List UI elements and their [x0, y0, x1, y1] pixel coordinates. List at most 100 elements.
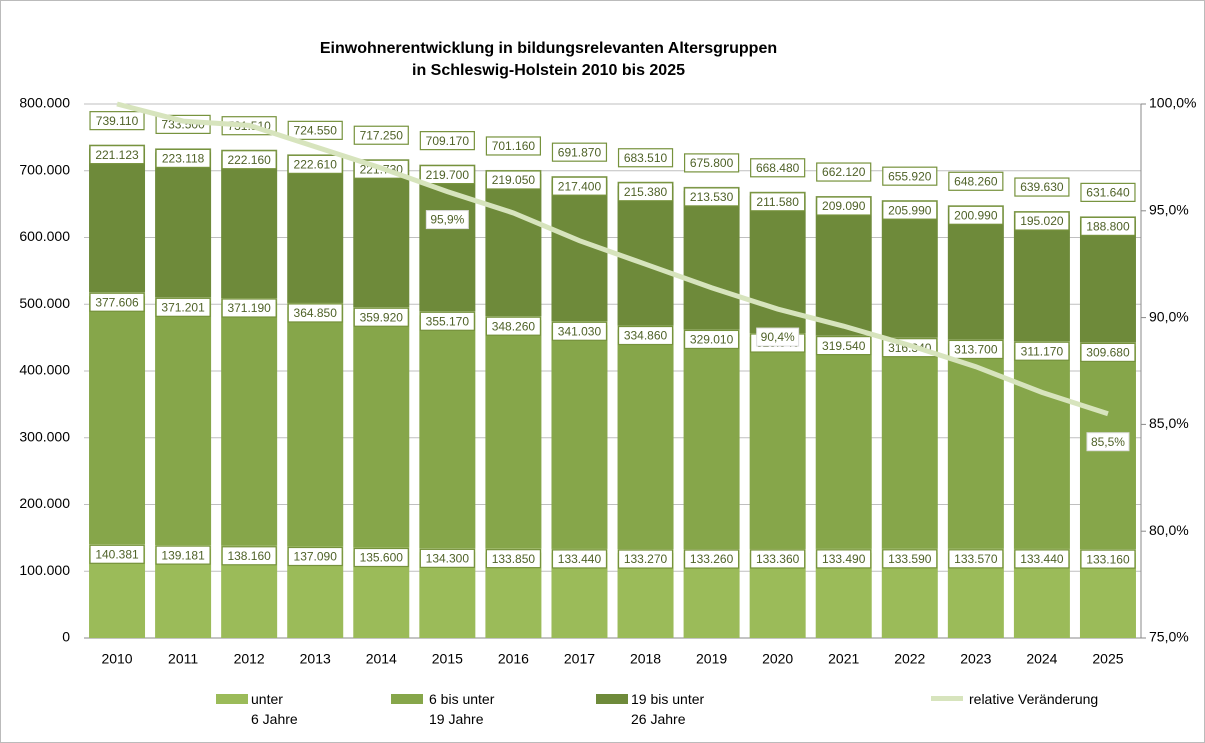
data-label: 222.610: [294, 158, 338, 172]
total-box: [551, 142, 608, 162]
data-label: 133.590: [888, 552, 932, 566]
total-label: 668.480: [756, 161, 800, 175]
bar-segment: [155, 148, 212, 298]
y2-tick-label: 90,0%: [1149, 308, 1189, 324]
label-box: [155, 148, 211, 168]
data-label: 137.090: [294, 550, 338, 564]
bar-segment: [815, 335, 872, 549]
y2-tick-label: 80,0%: [1149, 522, 1189, 538]
label-box: [683, 329, 740, 350]
label-box: [221, 298, 277, 318]
y-tick-label: 0: [62, 629, 70, 645]
legend-label: 6 bis unter 19 Jahre: [429, 691, 495, 727]
data-label: 223.118: [162, 152, 205, 166]
label-box: [419, 548, 475, 568]
data-label: 371.190: [227, 301, 271, 315]
label-box: [683, 187, 740, 207]
data-label: 364.850: [294, 306, 338, 320]
data-label: 188.800: [1086, 220, 1130, 234]
label-box: [155, 297, 211, 317]
total-box: [89, 111, 145, 131]
data-label: 138.160: [227, 549, 271, 563]
data-label: 209.090: [822, 199, 866, 213]
data-label: 313.700: [954, 343, 998, 357]
x-tick-label: 2017: [564, 651, 595, 667]
bar-segment: [881, 200, 938, 338]
label-box: [1014, 549, 1070, 569]
bar-segment: [1079, 216, 1136, 343]
total-label: 639.630: [1020, 180, 1064, 194]
total-box: [816, 162, 872, 182]
label-box: [816, 336, 872, 356]
data-label: 348.260: [492, 319, 536, 333]
label-box: [1080, 216, 1136, 236]
bar-segment: [683, 329, 740, 550]
legend-swatch: [596, 694, 628, 704]
total-box: [1080, 182, 1136, 202]
x-tick-label: 2022: [894, 651, 925, 667]
total-label: 648.260: [954, 174, 998, 188]
bar-segment: [221, 298, 278, 546]
label-box: [551, 321, 608, 341]
label-box: [485, 549, 542, 569]
legend-label: 19 bis unter 26 Jahre: [631, 691, 705, 727]
data-label: 355.170: [426, 314, 470, 328]
data-label: 133.270: [624, 552, 668, 566]
x-tick-label: 2018: [630, 651, 661, 667]
label-box: [551, 176, 608, 196]
data-label: 211.580: [756, 195, 799, 209]
label-box: [353, 547, 409, 568]
bar-segment: [881, 337, 938, 549]
data-label: 359.920: [360, 310, 404, 324]
data-label: 133.570: [954, 552, 998, 566]
data-label: 134.300: [426, 552, 470, 566]
bar-segment: [89, 292, 146, 545]
bar-segment: [485, 316, 542, 549]
total-box: [683, 153, 740, 173]
label-box: [551, 549, 608, 569]
total-label: 701.160: [492, 139, 536, 153]
y-tick-label: 300.000: [19, 428, 70, 444]
y2-tick-label: 85,0%: [1149, 415, 1189, 431]
total-label: 717.250: [360, 128, 404, 142]
bar-segment: [1013, 341, 1070, 549]
bar-segment: [155, 297, 212, 546]
total-label: 739.110: [96, 114, 139, 128]
bar-segment: [815, 196, 872, 336]
total-label: 709.170: [426, 134, 470, 148]
bar-segment: [749, 333, 806, 549]
y-tick-label: 200.000: [19, 495, 70, 511]
label-box: [1080, 342, 1136, 363]
x-tick-label: 2013: [300, 651, 331, 667]
total-box: [485, 136, 542, 156]
label-box: [948, 339, 1004, 360]
total-box: [882, 166, 938, 186]
data-label: 135.600: [360, 551, 404, 565]
data-label: 205.990: [888, 203, 932, 217]
y-tick-label: 700.000: [19, 161, 70, 177]
label-box: [683, 549, 740, 569]
bar-segment: [353, 307, 410, 548]
data-label: 133.850: [492, 552, 536, 566]
y-tick-label: 800.000: [19, 95, 70, 111]
label-box: [948, 549, 1004, 569]
x-tick-label: 2024: [1026, 651, 1057, 667]
y-tick-label: 500.000: [19, 295, 70, 311]
data-label: 329.010: [690, 333, 734, 347]
data-label: 139.181: [161, 548, 205, 562]
label-box: [419, 165, 475, 185]
data-label: 319.540: [822, 339, 866, 353]
total-box: [287, 120, 343, 140]
total-label: 675.800: [690, 156, 734, 170]
label-box: [89, 292, 145, 312]
y-tick-label: 600.000: [19, 228, 70, 244]
x-tick-label: 2025: [1092, 651, 1123, 667]
line-label: 90,4%: [761, 330, 795, 344]
data-label: 195.020: [1020, 214, 1064, 228]
total-box: [750, 158, 806, 178]
data-label: 221.123: [95, 148, 139, 162]
total-box: [948, 171, 1004, 191]
label-box: [287, 154, 343, 174]
legend-label: relative Veränderung: [969, 691, 1099, 707]
